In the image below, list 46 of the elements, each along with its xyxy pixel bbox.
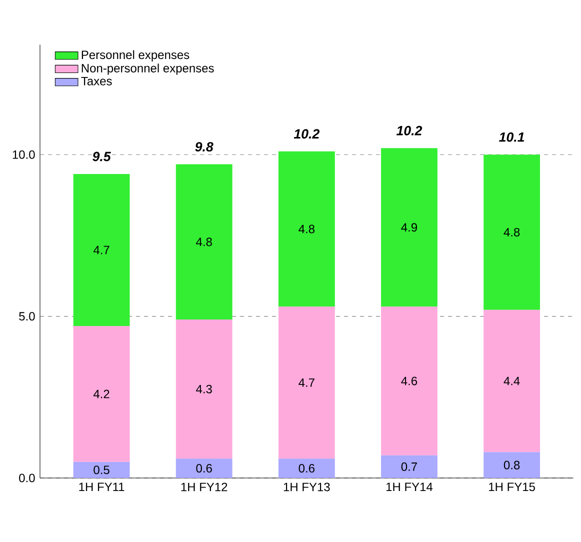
data-label: 4.9	[401, 223, 418, 232]
data-label: 4.4	[504, 376, 520, 386]
data-label: 0.5	[94, 466, 110, 474]
bar	[484, 154, 540, 310]
bar	[278, 458, 335, 478]
bar	[381, 306, 438, 456]
bar	[278, 151, 335, 307]
bar	[73, 462, 130, 478]
x-tick-label: 1H FY13	[284, 482, 330, 492]
data-label: 4.8	[504, 228, 520, 236]
data-label: 4.8	[298, 224, 314, 234]
data-label: 4.7	[298, 378, 314, 387]
data-label: 4.3	[196, 384, 212, 394]
x-tick-label: 1H FY15	[489, 482, 535, 492]
legend-label: Non-personnel expenses	[82, 64, 214, 75]
bar	[73, 326, 130, 462]
y-tick-label: 0.0	[19, 474, 35, 482]
legend-label: Personnel expenses	[82, 50, 190, 62]
x-tick-label: 1H FY14	[386, 482, 433, 491]
legend-label: Taxes	[81, 76, 112, 86]
data-label: 4.7	[93, 246, 110, 254]
bar	[381, 455, 438, 478]
total-label: 10.2	[294, 129, 320, 139]
x-tick-label: 1H FY12	[181, 482, 228, 492]
bar	[176, 320, 232, 459]
bar	[278, 306, 335, 459]
x-tick-label: 1H FY11	[79, 482, 124, 491]
bar	[176, 458, 232, 478]
data-label: 0.6	[298, 464, 314, 473]
bar	[73, 174, 130, 326]
data-label: 0.8	[504, 460, 520, 470]
bar	[484, 310, 540, 452]
total-label: 9.5	[92, 152, 111, 162]
bar	[381, 148, 438, 307]
data-label: 4.8	[196, 238, 212, 246]
data-label: 0.6	[196, 464, 212, 473]
bar	[176, 164, 232, 320]
total-label: 10.2	[396, 126, 422, 136]
y-tick-label: 5.0	[19, 312, 35, 321]
y-tick-label: 10.0	[12, 150, 35, 159]
total-label: 9.8	[195, 142, 214, 152]
data-label: 4.6	[401, 376, 418, 386]
data-label: 0.7	[401, 462, 417, 471]
bar	[484, 452, 540, 478]
total-label: 10.1	[499, 132, 524, 142]
data-label: 4.2	[93, 390, 110, 398]
